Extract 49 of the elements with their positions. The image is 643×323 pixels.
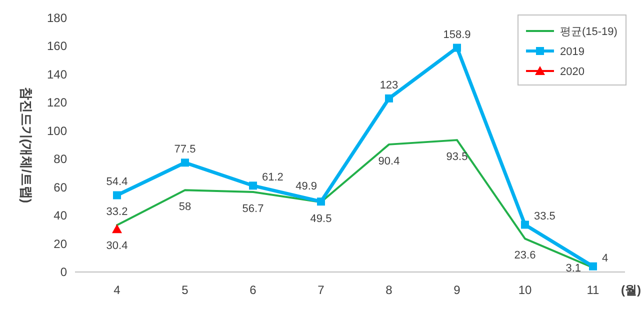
- point: [112, 224, 122, 234]
- legend-label: 평균(15-19): [560, 26, 618, 38]
- point: [249, 182, 257, 190]
- legend-label: 2020: [560, 66, 584, 78]
- y-tick-label: 40: [54, 208, 68, 223]
- data-label: 54.4: [106, 176, 128, 188]
- point: [521, 220, 529, 229]
- point: [589, 262, 597, 270]
- data-label: 123: [380, 79, 398, 92]
- data-label: 56.7: [242, 202, 264, 215]
- y-tick-label: 160: [46, 39, 68, 54]
- x-tick-label: 4: [114, 283, 121, 297]
- data-label: 3.1: [566, 262, 581, 275]
- data-label: 58: [178, 201, 192, 214]
- y-tick-label: 100: [46, 124, 68, 138]
- y-tick-label: 120: [46, 96, 68, 110]
- y-tick-label: 80: [54, 152, 68, 166]
- data-label: 33.2: [106, 206, 128, 218]
- point: [453, 44, 461, 52]
- x-tick-label: 5: [182, 283, 189, 297]
- y-tick-label: 180: [46, 11, 68, 25]
- data-label: 93.5: [446, 151, 468, 164]
- y-tick-label: 0: [60, 265, 68, 279]
- y-tick-label: 20: [54, 236, 68, 251]
- y-tick-label: 140: [46, 67, 68, 82]
- data-label: 49.9: [296, 180, 317, 193]
- point: [385, 94, 393, 102]
- x-tick-label: 10: [518, 283, 532, 297]
- data-label: 61.2: [262, 172, 284, 184]
- data-label: 30.4: [106, 240, 128, 252]
- x-tick-label: 11: [586, 283, 600, 297]
- x-tick-label: 6: [250, 283, 257, 297]
- x-tick-label: 8: [386, 283, 393, 297]
- data-label: 77.5: [174, 144, 196, 156]
- data-label: 49.5: [310, 213, 332, 226]
- data-label: 33.5: [534, 210, 556, 223]
- legend-label: 2019: [560, 46, 584, 58]
- point: [181, 158, 189, 167]
- point: [317, 198, 325, 206]
- y-tick-label: 60: [54, 180, 68, 194]
- x-tick-label: 9: [454, 283, 461, 297]
- data-label: 23.6: [514, 250, 536, 262]
- x-tick-label: 7: [318, 283, 325, 297]
- data-label: 90.4: [378, 155, 400, 168]
- point: [113, 191, 121, 200]
- y-axis-title: 참진드기(개체/트랩): [19, 86, 34, 204]
- data-label: 4: [602, 252, 608, 264]
- data-label: 158.9: [443, 28, 471, 41]
- x-axis-title: (월): [621, 283, 641, 297]
